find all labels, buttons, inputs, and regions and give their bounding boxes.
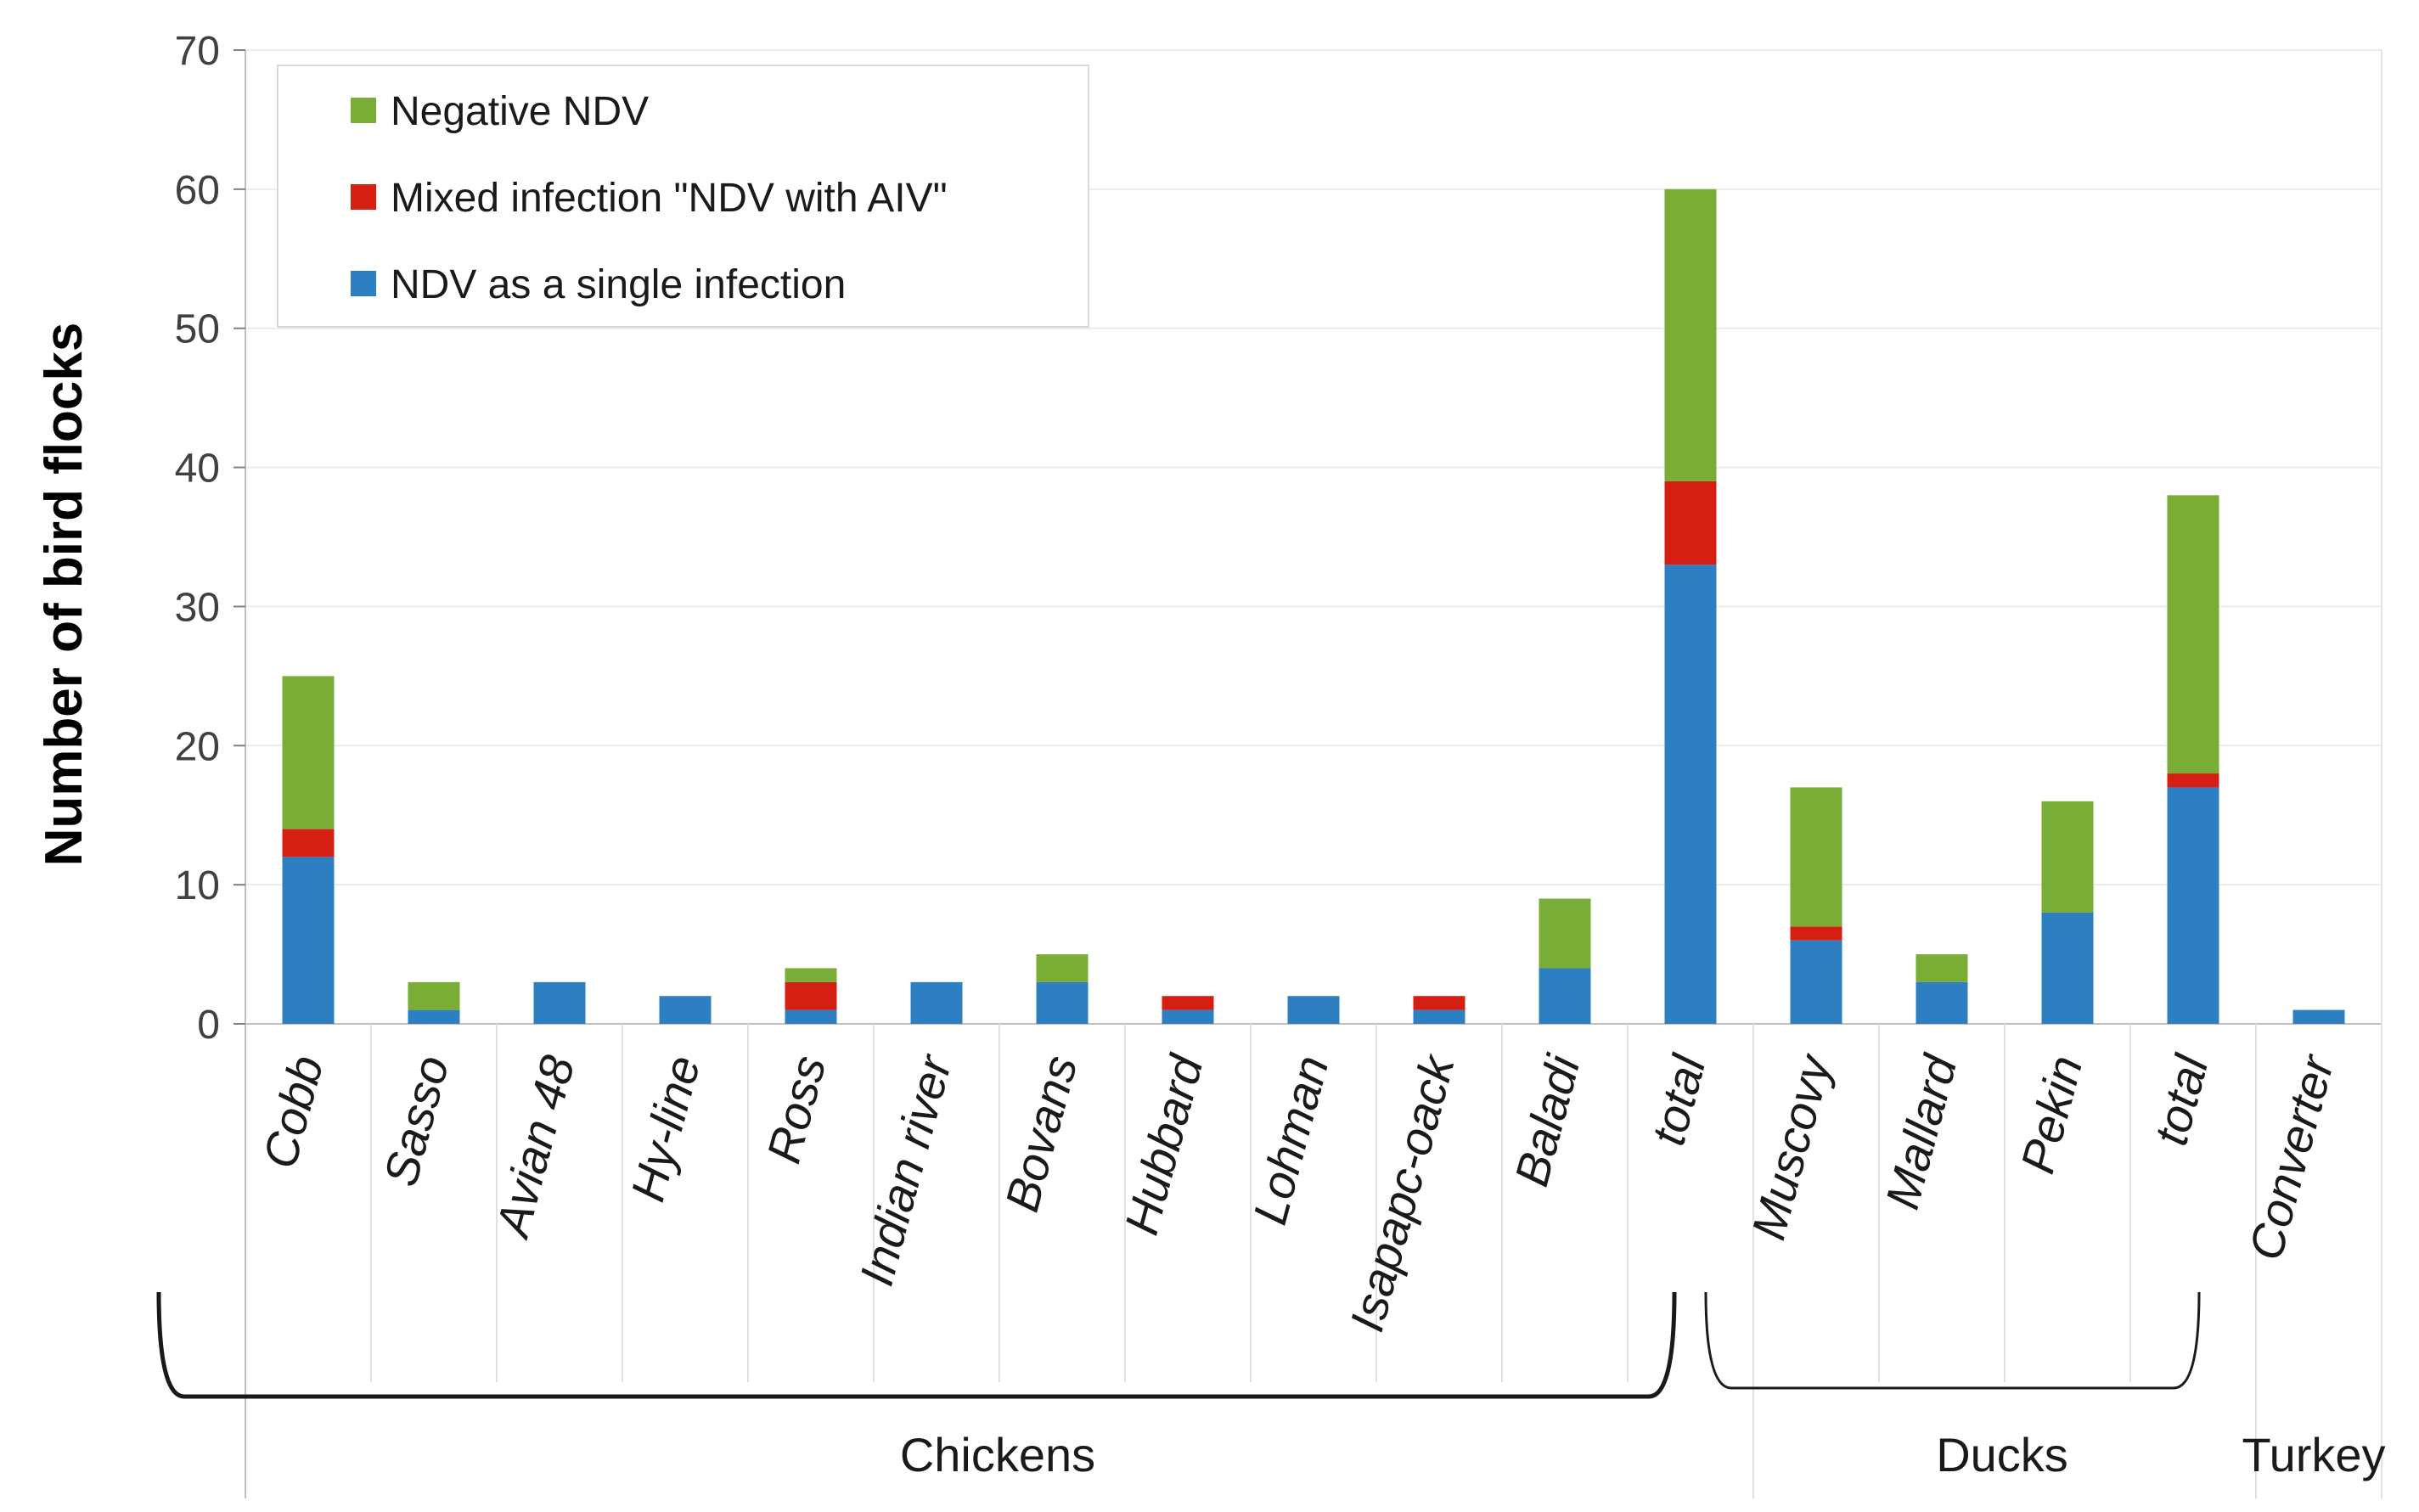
bar-segment	[1916, 954, 1968, 982]
group-brackets: Chickens Ducks Turkey	[156, 1291, 2386, 1481]
group-bracket	[1704, 1291, 2201, 1390]
bar-segment	[408, 981, 460, 1010]
legend-box	[277, 65, 1089, 328]
bar-segment	[282, 857, 335, 1024]
bar-segment	[1539, 898, 1591, 969]
bar-segment	[1413, 1009, 1465, 1024]
bar-segment	[1162, 996, 1214, 1010]
bar-segment	[1790, 787, 1842, 927]
bar-segment	[1916, 981, 1968, 1024]
y-tick-label: 50	[175, 307, 220, 352]
bar-segment	[1036, 954, 1089, 982]
legend-swatch	[351, 98, 376, 123]
bar-segment	[1664, 565, 1717, 1024]
category-label: Bovans	[994, 1050, 1087, 1217]
category-label: Mallard	[1875, 1048, 1967, 1214]
y-tick-label: 60	[175, 168, 220, 213]
legend-swatch	[351, 184, 376, 210]
category-label: Muscovy	[1741, 1048, 1842, 1245]
category-label: Avian 48	[485, 1050, 585, 1245]
category-label: total	[1640, 1048, 1716, 1150]
bar-segment	[533, 981, 586, 1024]
bar-segment	[408, 1009, 460, 1024]
bar-segment	[1790, 926, 1842, 941]
group-label: Ducks	[1936, 1428, 2068, 1481]
bar-segment	[659, 996, 712, 1024]
bar-segment	[1539, 968, 1591, 1024]
bar-segment	[2167, 787, 2219, 1024]
bar-segment	[2167, 773, 2219, 788]
category-label: Hy-line	[621, 1050, 711, 1207]
y-axis-label: Number of bird flocks	[35, 323, 93, 867]
category-label: Lohman	[1242, 1050, 1338, 1230]
category-label: Sasso	[373, 1050, 458, 1192]
category-label: Pekin	[2010, 1050, 2092, 1179]
legend-swatch	[351, 271, 376, 296]
category-label: Cobb	[252, 1050, 334, 1174]
bar-segment	[785, 1009, 837, 1024]
group-label: Turkey	[2242, 1428, 2385, 1481]
bar-segment	[1664, 481, 1717, 565]
bar-segment	[910, 981, 963, 1024]
legend-label: Mixed infection "NDV with AIV"	[391, 176, 948, 221]
bar-segment	[785, 968, 837, 982]
bar-segment	[2167, 495, 2219, 774]
category-label: Isapapc-oack	[1340, 1048, 1465, 1337]
bar-segment	[2041, 801, 2094, 913]
y-tick-label: 10	[175, 863, 220, 908]
y-tick-label: 40	[175, 447, 220, 492]
group-label: Chickens	[900, 1428, 1095, 1481]
category-label: total	[2143, 1048, 2219, 1150]
legend: Negative NDV Mixed infection "NDV with AI…	[277, 65, 1089, 328]
legend-label: NDV as a single infection	[391, 262, 846, 307]
category-label: Baladi	[1504, 1048, 1590, 1191]
bar-segment	[282, 676, 335, 829]
bars	[282, 188, 2345, 1024]
y-axis-ticks: 0 10 20 30 40 50 60 70	[175, 29, 245, 1048]
bar-segment	[2292, 1009, 2345, 1024]
bar-segment	[1790, 940, 1842, 1024]
category-labels: Cobb Sasso Avian 48 Hy-line Ross Indian river…	[252, 1048, 2344, 1337]
bar-segment	[1413, 996, 1465, 1010]
y-tick-label: 30	[175, 585, 220, 630]
bar-segment	[1287, 996, 1340, 1024]
bar-segment	[1162, 1009, 1214, 1024]
bar-segment	[1036, 981, 1089, 1024]
y-tick-label: 70	[175, 29, 220, 74]
y-tick-label: 0	[197, 1003, 220, 1048]
bar-segment	[1664, 188, 1717, 481]
group-bracket	[156, 1291, 1677, 1399]
category-label: Hubbard	[1114, 1048, 1213, 1240]
bar-segment	[282, 829, 335, 857]
bar-segment	[785, 981, 837, 1010]
category-label: Indian river	[849, 1048, 962, 1291]
category-label: Ross	[757, 1050, 836, 1169]
legend-label: Negative NDV	[391, 89, 649, 134]
bar-segment	[2041, 912, 2094, 1024]
category-label: Converter	[2238, 1048, 2344, 1266]
y-tick-label: 20	[175, 724, 220, 769]
